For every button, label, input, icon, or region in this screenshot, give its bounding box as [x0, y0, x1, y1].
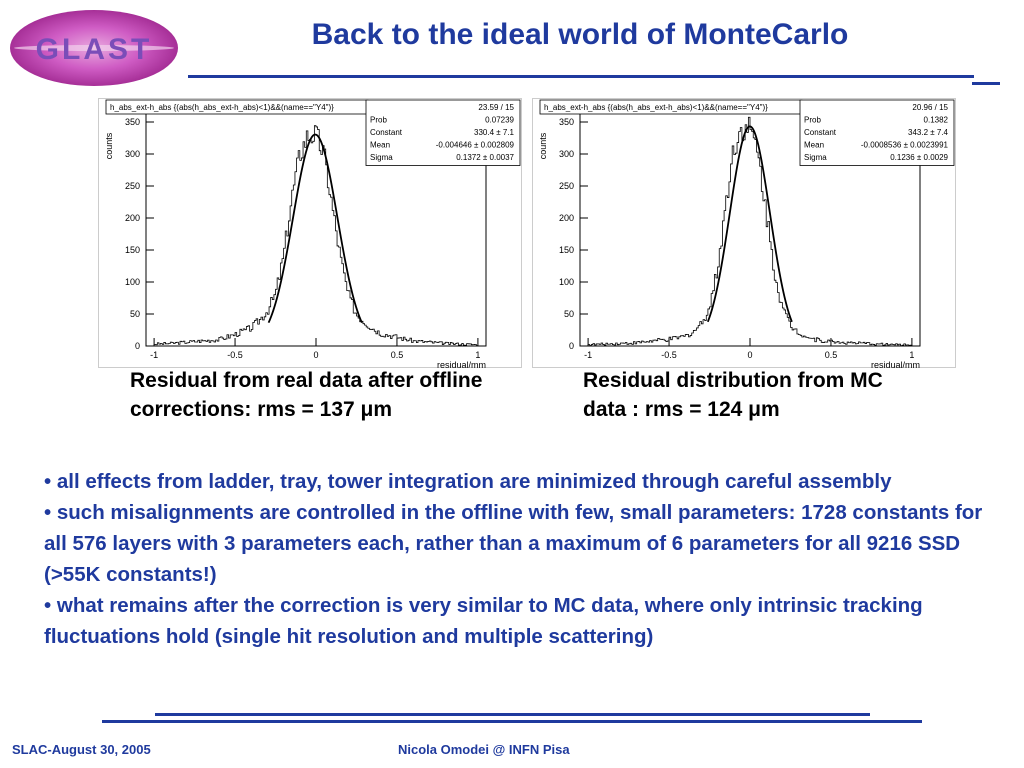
histogram-real-data: 0 50 100 150 200 250 300 350 -1 -0.5 0 0.5 1 counts re…	[98, 98, 522, 368]
y-tick-label: 200	[125, 213, 140, 223]
plot-title: h_abs_ext-h_abs {(abs(h_abs_ext-h_abs)<1…	[110, 103, 334, 112]
y-tick-label: 50	[130, 309, 140, 319]
footer-date: SLAC-August 30, 2005	[12, 742, 151, 757]
title-divider	[188, 75, 974, 78]
y-tick-label: 250	[559, 181, 574, 191]
y-tick-label: 100	[125, 277, 140, 287]
caption-mc-data: Residual distribution from MC data : rms…	[583, 369, 883, 421]
stats-value: 0.07239	[485, 116, 514, 125]
y-tick-label: 300	[559, 149, 574, 159]
y-tick-label: 350	[125, 117, 140, 127]
x-tick-label: 0	[747, 350, 752, 360]
stats-label: Constant	[804, 128, 837, 137]
y-tick-label: 300	[125, 149, 140, 159]
glast-logo: GLAST	[10, 10, 178, 86]
stats-value: -0.0008536 ± 0.0023991	[861, 141, 949, 150]
stats-chi2ndf: 20.96 / 15	[912, 103, 948, 112]
stats-label: Prob	[370, 116, 387, 125]
gaussian-fit-curve	[267, 133, 363, 324]
x-tick-label: 1	[475, 350, 480, 360]
bullet-item: • what remains after the correction is v…	[44, 594, 923, 648]
stats-value: 0.1382	[924, 116, 949, 125]
y-tick-label: 350	[559, 117, 574, 127]
y-axis-label: counts	[538, 132, 548, 159]
stats-label: Sigma	[804, 153, 827, 162]
stats-value: -0.004646 ± 0.002809	[436, 141, 515, 150]
y-tick-label: 150	[559, 245, 574, 255]
stats-label: Sigma	[370, 153, 393, 162]
y-tick-label: 200	[559, 213, 574, 223]
stats-box	[365, 99, 521, 166]
stats-label: Constant	[370, 128, 403, 137]
x-tick-label: 0.5	[825, 350, 838, 360]
x-tick-label: -0.5	[661, 350, 677, 360]
logo-text: GLAST	[36, 33, 153, 66]
bullet-item: • such misalignments are controlled in t…	[44, 501, 983, 586]
x-tick-label: -1	[150, 350, 158, 360]
bullet-item: • all effects from ladder, tray, tower i…	[44, 470, 892, 493]
histogram-mc-data: 0 50 100 150 200 250 300 350 -1 -0.5 0 0.5 1 counts re…	[532, 98, 956, 368]
x-axis-label: residual/mm	[437, 360, 486, 368]
stats-value: 0.1236 ± 0.0029	[890, 153, 948, 162]
y-tick-label: 0	[135, 341, 140, 351]
histogram-steps	[153, 125, 479, 347]
histogram-steps	[587, 116, 913, 346]
caption-real-data: Residual from real data after offline co…	[130, 369, 483, 421]
y-tick-label: 50	[564, 309, 574, 319]
y-tick-label: 0	[569, 341, 574, 351]
stats-box	[799, 99, 955, 166]
x-tick-label: 0.5	[391, 350, 404, 360]
stats-value: 343.2 ± 7.4	[908, 128, 949, 137]
gaussian-fit-curve	[706, 125, 793, 323]
footer-divider	[102, 720, 922, 723]
y-tick-label: 150	[125, 245, 140, 255]
x-tick-label: -0.5	[227, 350, 243, 360]
y-axis-label: counts	[104, 132, 114, 159]
plot-title: h_abs_ext-h_abs {(abs(h_abs_ext-h_abs)<1…	[544, 103, 768, 112]
x-tick-label: -1	[584, 350, 592, 360]
footer-author: Nicola Omodei @ INFN Pisa	[398, 742, 570, 757]
x-tick-label: 0	[313, 350, 318, 360]
stats-value: 0.1372 ± 0.0037	[456, 153, 514, 162]
stats-value: 330.4 ± 7.1	[474, 128, 515, 137]
y-tick-label: 250	[125, 181, 140, 191]
slide-title: Back to the ideal world of MonteCarlo	[311, 18, 849, 51]
x-tick-label: 1	[909, 350, 914, 360]
stats-label: Prob	[804, 116, 821, 125]
bullet-list: • all effects from ladder, tray, tower i…	[44, 466, 1004, 652]
y-tick-label: 100	[559, 277, 574, 287]
footer-divider-short	[155, 713, 870, 716]
x-axis-label: residual/mm	[871, 360, 920, 368]
stats-chi2ndf: 23.59 / 15	[478, 103, 514, 112]
stats-label: Mean	[804, 141, 824, 150]
title-divider-short	[972, 82, 1000, 85]
stats-label: Mean	[370, 141, 390, 150]
